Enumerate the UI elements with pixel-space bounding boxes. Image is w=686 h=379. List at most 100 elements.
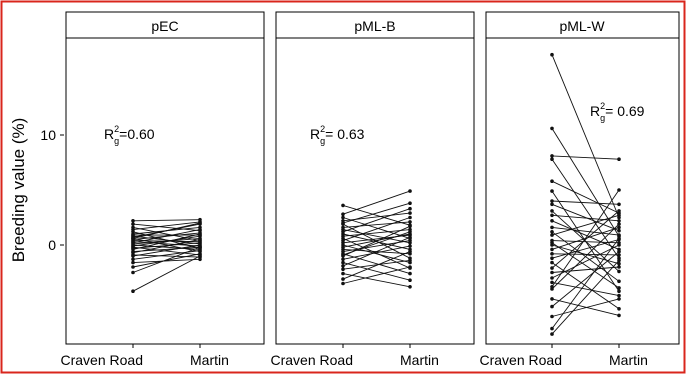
- series-line: [551, 266, 620, 273]
- data-point: [617, 228, 621, 233]
- x-tick-label: Martin: [609, 352, 648, 368]
- data-point: [617, 222, 621, 226]
- data-point: [617, 313, 621, 318]
- series-lines: [341, 189, 412, 289]
- series-line: [132, 244, 201, 257]
- data-point: [198, 245, 202, 249]
- data-point: [408, 238, 412, 243]
- series-line: [342, 262, 411, 281]
- data-point: [341, 277, 345, 281]
- data-point: [550, 252, 554, 256]
- series-line: [132, 223, 201, 232]
- series-line: [342, 266, 411, 284]
- series-lines: [550, 52, 621, 336]
- data-point: [550, 332, 554, 336]
- x-tick-label: Martin: [400, 352, 439, 368]
- data-point: [617, 188, 621, 192]
- data-point: [341, 267, 345, 272]
- data-point: [408, 285, 412, 289]
- data-point: [617, 157, 621, 161]
- series-line: [551, 238, 620, 329]
- data-point: [550, 326, 554, 331]
- series-line: [551, 298, 620, 316]
- panel-pml-b: pML-B R2 g= 0.63 Craven Road Martin: [271, 11, 475, 368]
- series-line: [132, 258, 201, 264]
- data-point: [617, 219, 621, 223]
- series-lines: [131, 217, 202, 294]
- series-line: [342, 217, 411, 239]
- data-point: [550, 219, 554, 223]
- data-point: [550, 266, 554, 270]
- data-point: [131, 222, 135, 226]
- series-line: [342, 251, 411, 280]
- data-point: [617, 213, 621, 218]
- series-line: [342, 190, 411, 215]
- data-point: [408, 211, 412, 215]
- series-line: [342, 217, 411, 242]
- data-point: [131, 265, 135, 269]
- series-line: [132, 235, 201, 245]
- data-point: [550, 314, 554, 319]
- data-point: [550, 247, 554, 252]
- data-point: [408, 206, 412, 211]
- data-point: [550, 256, 554, 261]
- r2-annotation: R2 g= 0.63: [310, 124, 365, 146]
- series-line: [551, 281, 620, 297]
- r2-value: = 0.69: [605, 103, 645, 119]
- data-point: [198, 257, 202, 262]
- series-line: [551, 260, 620, 335]
- data-point: [408, 271, 412, 276]
- series-line: [342, 229, 411, 237]
- series-line: [342, 204, 411, 226]
- series-line: [551, 200, 620, 205]
- y-tick-label: 0: [48, 237, 56, 253]
- r2-sup: 2: [320, 124, 325, 134]
- series-line: [132, 226, 201, 242]
- data-point: [198, 254, 202, 258]
- data-point: [550, 126, 554, 131]
- series-line: [132, 246, 201, 256]
- data-point: [617, 209, 621, 213]
- y-ticks: [60, 134, 64, 246]
- data-point: [341, 212, 345, 216]
- r2-sup: 2: [600, 101, 605, 111]
- x-tick-label: Craven Road: [480, 352, 563, 368]
- r2-symbol: R: [104, 126, 114, 142]
- data-point: [341, 253, 345, 257]
- series-line: [551, 242, 620, 289]
- y-axis-label: Breeding value (%): [9, 118, 28, 263]
- series-line: [342, 233, 411, 248]
- data-point: [550, 202, 554, 207]
- series-line: [132, 239, 201, 254]
- data-point: [617, 253, 621, 257]
- series-line: [342, 237, 411, 269]
- data-point: [198, 221, 202, 225]
- strip-header: [275, 11, 475, 39]
- data-point: [550, 230, 554, 234]
- panel-title: pML-W: [559, 18, 605, 34]
- data-point: [341, 221, 345, 225]
- data-point: [617, 202, 621, 207]
- series-line: [551, 251, 620, 307]
- series-line: [551, 226, 620, 236]
- data-point: [550, 297, 554, 301]
- data-point: [617, 243, 621, 247]
- data-point: [198, 237, 202, 242]
- r2-sub: g: [320, 136, 325, 146]
- data-point: [341, 257, 345, 262]
- panel-frame: [485, 37, 680, 345]
- data-point: [408, 201, 412, 205]
- series-line: [551, 158, 620, 259]
- data-point: [131, 236, 135, 241]
- r2-symbol: R: [310, 126, 320, 142]
- data-point: [408, 249, 412, 254]
- data-point: [408, 220, 412, 224]
- data-point: [341, 264, 345, 268]
- series-line: [551, 214, 620, 236]
- data-point: [408, 278, 412, 283]
- r2-sup: 2: [114, 124, 119, 134]
- series-line: [132, 246, 201, 273]
- data-point: [617, 249, 621, 254]
- series-line: [342, 221, 411, 228]
